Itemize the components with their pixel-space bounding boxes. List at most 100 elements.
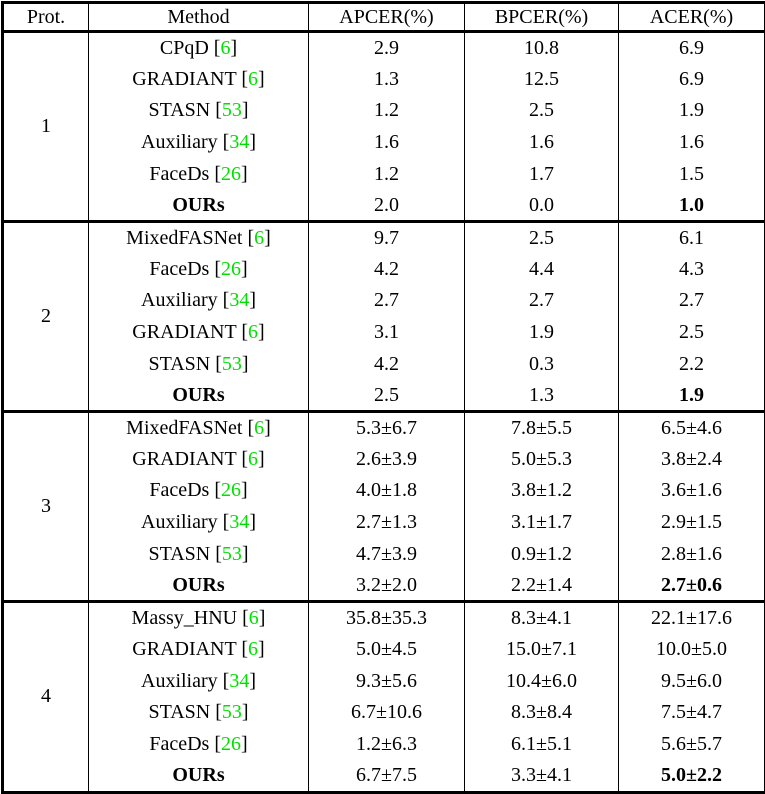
method-name: MixedFASNet [126, 226, 243, 249]
citation-bracket-close: ] [264, 226, 271, 249]
citation-bracket-open: [ [210, 542, 222, 565]
citation-ref[interactable]: 26 [220, 479, 241, 502]
apcer-cell: 35.8±35.3 [308, 601, 465, 634]
acer-cell: 1.5 [618, 158, 765, 190]
citation-ref[interactable]: 6 [248, 447, 259, 470]
citation-ref[interactable]: 34 [229, 669, 250, 692]
bpcer-cell: 12.5 [464, 63, 619, 95]
citation-bracket-close: ] [240, 732, 248, 755]
citation-ref[interactable]: 53 [221, 701, 242, 724]
method-cell: MixedFASNet [6] [88, 411, 309, 444]
apcer-cell: 4.2 [308, 348, 465, 381]
citation-ref[interactable]: 53 [221, 99, 242, 122]
column-header-apcer: APCER(%) [308, 2, 465, 33]
protocol-cell: 4 [2, 601, 89, 794]
bpcer-cell: 1.7 [464, 158, 619, 190]
method-cell: Massy_HNU [6] [88, 601, 309, 634]
citation-ref[interactable]: 6 [248, 67, 259, 90]
apcer-cell: 5.0±4.5 [308, 633, 465, 666]
acer-cell: 5.6±5.7 [618, 728, 765, 761]
method-cell: GRADIANT [6] [88, 633, 309, 666]
citation-bracket-close: ] [249, 130, 256, 153]
method-cell: GRADIANT [6] [88, 443, 309, 476]
table-row: FaceDs [26] 4.2 4.4 4.3 [3, 253, 765, 285]
acer-cell: 4.3 [618, 253, 765, 285]
citation-ref[interactable]: 6 [254, 416, 265, 439]
apcer-cell: 5.3±6.7 [308, 411, 465, 444]
bpcer-cell: 0.0 [464, 189, 619, 224]
bpcer-cell: 10.8 [464, 31, 619, 64]
bpcer-cell: 0.9±1.2 [464, 538, 619, 571]
bpcer-cell: 0.3 [464, 348, 619, 381]
apcer-cell: 4.2 [308, 253, 465, 285]
citation-ref[interactable]: 26 [220, 257, 241, 280]
method-cell: FaceDs [26] [88, 253, 309, 285]
table-row: 4 Massy_HNU [6] 35.8±35.3 8.3±4.1 22.1±17.6 [2, 601, 765, 794]
acer-cell: 5.0±2.2 [618, 760, 765, 794]
bpcer-cell: 5.0±5.3 [464, 443, 619, 476]
method-name: Auxiliary [141, 669, 218, 692]
citation-bracket-close: ] [258, 447, 265, 470]
acer-cell: 1.9 [618, 94, 765, 127]
protocol-cell: 3 [2, 411, 89, 604]
method-cell: MixedFASNet [6] [88, 221, 309, 254]
table-row: STASN [53] 4.2 0.3 2.2 [3, 348, 765, 381]
citation-bracket-close: ] [241, 352, 249, 375]
citation-ref[interactable]: 53 [221, 542, 242, 565]
bpcer-cell: 2.7 [464, 285, 619, 317]
citation-ref[interactable]: 34 [229, 289, 250, 312]
citation-ref[interactable]: 53 [221, 352, 242, 375]
column-header-bpcer: BPCER(%) [464, 2, 619, 33]
apcer-cell: 9.7 [308, 221, 465, 254]
citation-bracket-close: ] [258, 67, 265, 90]
citation-ref[interactable]: 6 [254, 226, 265, 249]
table-row: GRADIANT [6] 1.3 12.5 6.9 [3, 63, 765, 95]
method-name: OURs [172, 193, 225, 216]
method-cell: GRADIANT [6] [88, 63, 309, 95]
citation-bracket-close: ] [241, 542, 249, 565]
column-header-prot: Prot. [2, 2, 89, 33]
citation-ref[interactable]: 6 [248, 321, 259, 344]
citation-bracket-open: [ [242, 416, 255, 439]
bpcer-cell: 4.4 [464, 253, 619, 285]
citation-bracket-close: ] [240, 257, 248, 280]
citation-bracket-close: ] [249, 669, 256, 692]
bpcer-cell: 2.2±1.4 [464, 570, 619, 604]
apcer-cell: 2.0 [308, 189, 465, 224]
acer-cell: 2.9±1.5 [618, 506, 765, 539]
acer-cell: 1.6 [618, 126, 765, 159]
acer-cell: 1.0 [618, 189, 765, 224]
citation-ref[interactable]: 34 [229, 130, 250, 153]
method-cell: OURs [88, 189, 309, 224]
method-cell: Auxiliary [34] [88, 285, 309, 317]
citation-bracket-close: ] [240, 479, 248, 502]
citation-ref[interactable]: 6 [248, 637, 259, 660]
acer-cell: 6.9 [618, 63, 765, 95]
citation-bracket-open: [ [209, 257, 221, 280]
citation-ref[interactable]: 6 [248, 606, 259, 629]
table-row: STASN [53] 6.7±10.6 8.3±8.4 7.5±4.7 [3, 696, 765, 729]
protocol-cell: 2 [2, 221, 89, 414]
citation-bracket-close: ] [258, 637, 265, 660]
citation-ref[interactable]: 34 [229, 511, 250, 534]
citation-ref[interactable]: 6 [220, 36, 231, 59]
citation-bracket-close: ] [240, 162, 248, 185]
method-cell: Auxiliary [34] [88, 506, 309, 539]
method-name: MixedFASNet [126, 416, 243, 439]
citation-bracket-open: [ [217, 130, 230, 153]
apcer-cell: 3.1 [308, 316, 465, 349]
citation-ref[interactable]: 26 [220, 162, 241, 185]
table-row: GRADIANT [6] 3.1 1.9 2.5 [3, 316, 765, 349]
apcer-cell: 2.6±3.9 [308, 443, 465, 476]
citation-ref[interactable]: 26 [220, 732, 241, 755]
citation-bracket-close: ] [241, 99, 249, 122]
table-row: OURs 2.5 1.3 1.9 [3, 380, 765, 414]
method-name: Auxiliary [141, 511, 218, 534]
apcer-cell: 1.3 [308, 63, 465, 95]
method-cell: FaceDs [26] [88, 475, 309, 507]
bpcer-cell: 1.3 [464, 380, 619, 414]
apcer-cell: 2.7 [308, 285, 465, 317]
method-name: FaceDs [149, 479, 210, 502]
method-name: CPqD [159, 36, 209, 59]
